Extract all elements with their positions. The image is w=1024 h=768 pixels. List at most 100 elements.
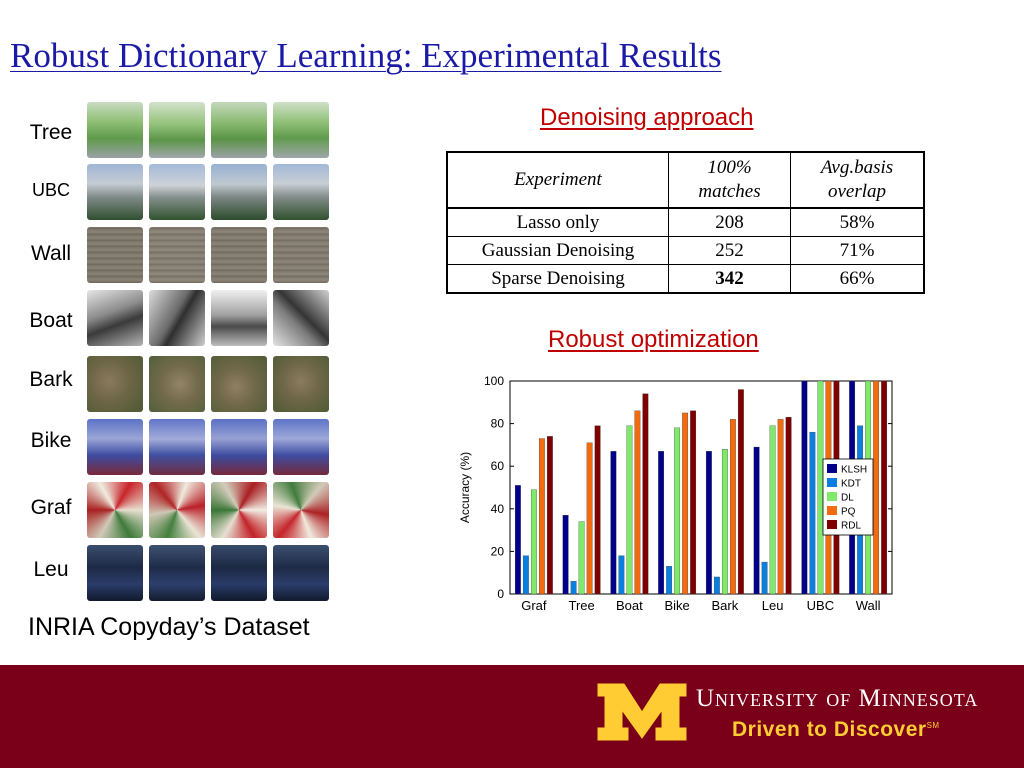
y-tick-label: 80 bbox=[491, 417, 505, 431]
y-tick-label: 100 bbox=[484, 374, 504, 388]
thumb-ubc-4 bbox=[273, 164, 329, 220]
cell-overlap: 71% bbox=[790, 236, 925, 265]
bar-kdt-leu bbox=[761, 561, 768, 595]
bar-kdt-graf bbox=[522, 555, 529, 595]
legend-label-pq: PQ bbox=[841, 507, 856, 518]
thumb-bike-3 bbox=[211, 419, 267, 475]
footer-bar bbox=[0, 665, 1024, 768]
legend-label-kdt: KDT bbox=[841, 479, 861, 490]
row-label-tree: Tree bbox=[29, 121, 73, 144]
thumb-tree-4 bbox=[273, 102, 329, 158]
thumb-bike-1 bbox=[87, 419, 143, 475]
x-tick-label: Wall bbox=[856, 598, 881, 613]
row-label-boat: Boat bbox=[29, 309, 73, 332]
bar-pq-graf bbox=[538, 438, 545, 595]
cell-overlap: 58% bbox=[790, 207, 925, 237]
bar-kdt-bike bbox=[666, 566, 673, 595]
thumb-boat-3 bbox=[211, 290, 267, 346]
cell-overlap: 66% bbox=[790, 264, 925, 294]
footer-university-name: University of Minnesota bbox=[696, 685, 979, 712]
y-tick-label: 40 bbox=[491, 502, 505, 516]
bar-rdl-wall bbox=[881, 380, 888, 595]
thumb-boat-1 bbox=[87, 290, 143, 346]
thumb-tree-1 bbox=[87, 102, 143, 158]
row-label-bike: Bike bbox=[30, 429, 72, 452]
cell-matches: 208 bbox=[668, 207, 791, 237]
thumb-leu-3 bbox=[211, 545, 267, 601]
bar-dl-leu bbox=[769, 425, 776, 595]
bar-dl-bark bbox=[721, 449, 728, 595]
thumb-tree-3 bbox=[211, 102, 267, 158]
dataset-caption: INRIA Copyday’s Dataset bbox=[28, 613, 310, 641]
thumb-bark-3 bbox=[211, 356, 267, 412]
thumb-ubc-3 bbox=[211, 164, 267, 220]
bar-rdl-bike bbox=[690, 410, 697, 595]
bar-dl-boat bbox=[626, 425, 633, 595]
bar-klsh-graf bbox=[514, 485, 521, 595]
thumb-wall-4 bbox=[273, 227, 329, 283]
row-label-ubc: UBC bbox=[31, 180, 70, 200]
legend-swatch-pq bbox=[827, 506, 837, 515]
legend-label-rdl: RDL bbox=[841, 521, 861, 532]
bar-kdt-ubc bbox=[809, 431, 816, 595]
legend-swatch-dl bbox=[827, 492, 837, 501]
bar-klsh-leu bbox=[753, 446, 760, 595]
bar-pq-leu bbox=[777, 419, 784, 595]
thumb-tree-2 bbox=[149, 102, 205, 158]
y-tick-label: 0 bbox=[497, 587, 504, 601]
x-tick-label: Graf bbox=[521, 598, 547, 613]
results-table: Experiment 100% matches Avg.basis overlap … bbox=[446, 151, 925, 294]
thumb-wall-1 bbox=[87, 227, 143, 283]
col-header-experiment: Experiment bbox=[446, 151, 669, 209]
accuracy-bar-chart: 0 20 40 60 80 100 Accuracy (%) Graf Tree Boat Bike… bbox=[458, 374, 893, 613]
x-tick-label: Bike bbox=[664, 598, 689, 613]
bar-pq-wall bbox=[873, 380, 880, 595]
table-row: Lasso only 208 58% bbox=[446, 207, 925, 237]
bar-pq-bike bbox=[682, 412, 689, 595]
thumb-bike-2 bbox=[149, 419, 205, 475]
bar-pq-boat bbox=[634, 410, 641, 595]
x-tick-label: UBC bbox=[807, 598, 834, 613]
thumb-bike-4 bbox=[273, 419, 329, 475]
bar-rdl-tree bbox=[594, 425, 601, 595]
robust-heading: Robust optimization bbox=[548, 326, 759, 353]
thumb-bark-1 bbox=[87, 356, 143, 412]
bar-pq-bark bbox=[729, 419, 736, 595]
thumb-graf-1 bbox=[87, 482, 143, 538]
bar-rdl-graf bbox=[546, 436, 553, 595]
legend-swatch-rdl bbox=[827, 520, 837, 529]
row-label-leu: Leu bbox=[33, 558, 69, 581]
bar-pq-tree bbox=[586, 442, 593, 595]
bar-dl-bike bbox=[674, 427, 681, 595]
bar-dl-tree bbox=[578, 521, 585, 595]
university-m-logo-icon bbox=[597, 683, 687, 741]
legend-label-klsh: KLSH bbox=[841, 465, 867, 476]
thumb-wall-2 bbox=[149, 227, 205, 283]
thumb-leu-4 bbox=[273, 545, 329, 601]
cell-experiment: Gaussian Denoising bbox=[446, 236, 669, 265]
cell-matches: 252 bbox=[668, 236, 791, 265]
slide-title: Robust Dictionary Learning: Experimental… bbox=[10, 36, 722, 75]
table-header-row: Experiment 100% matches Avg.basis overlap bbox=[446, 151, 925, 209]
y-tick-label: 20 bbox=[491, 544, 505, 558]
table-row: Sparse Denoising 342 66% bbox=[446, 264, 925, 294]
y-tick-label: 60 bbox=[491, 459, 505, 473]
thumb-ubc-2 bbox=[149, 164, 205, 220]
x-tick-label: Leu bbox=[762, 598, 784, 613]
bar-rdl-boat bbox=[642, 393, 649, 595]
thumb-graf-3 bbox=[211, 482, 267, 538]
col-header-overlap: Avg.basis overlap bbox=[790, 151, 925, 209]
thumb-boat-2 bbox=[149, 290, 205, 346]
x-tick-label: Bark bbox=[712, 598, 739, 613]
thumb-graf-4 bbox=[273, 482, 329, 538]
legend-swatch-klsh bbox=[827, 464, 837, 473]
x-tick-label: Tree bbox=[569, 598, 595, 613]
bar-klsh-bark bbox=[705, 451, 712, 595]
thumb-wall-3 bbox=[211, 227, 267, 283]
bar-kdt-bark bbox=[713, 576, 720, 595]
thumb-bark-2 bbox=[149, 356, 205, 412]
thumb-leu-1 bbox=[87, 545, 143, 601]
row-label-bark: Bark bbox=[29, 368, 73, 391]
thumb-boat-4 bbox=[273, 290, 329, 346]
bar-klsh-ubc bbox=[801, 380, 808, 595]
